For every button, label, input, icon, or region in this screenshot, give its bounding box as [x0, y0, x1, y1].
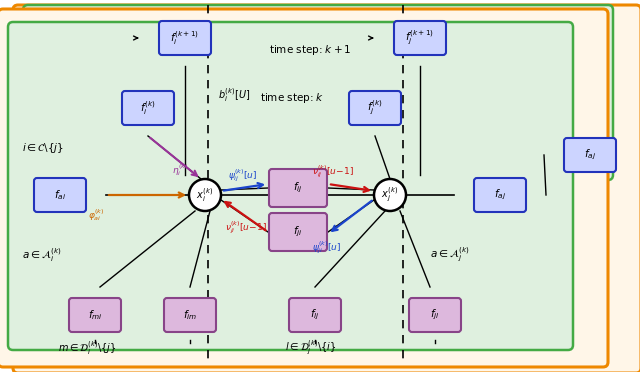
Text: $f_{im}$: $f_{im}$	[183, 308, 197, 322]
Circle shape	[374, 179, 406, 211]
Text: $\psi_{ji}^{(k)}[u]$: $\psi_{ji}^{(k)}[u]$	[312, 240, 341, 256]
Text: $b_i^{(k)}[U]$: $b_i^{(k)}[U]$	[218, 86, 250, 104]
Text: time step: $k$: time step: $k$	[260, 91, 324, 105]
Text: $f_{ai}$: $f_{ai}$	[54, 188, 66, 202]
Text: $\varphi_{ai}^{(k)}$: $\varphi_{ai}^{(k)}$	[88, 207, 104, 223]
Text: $l \in \mathcal{D}_j^{(k)}\backslash\{i\}$: $l \in \mathcal{D}_j^{(k)}\backslash\{i\…	[285, 339, 337, 357]
Text: $x_j^{(k)}$: $x_j^{(k)}$	[381, 186, 399, 204]
FancyBboxPatch shape	[0, 9, 608, 367]
Text: $f_{ji}$: $f_{ji}$	[293, 225, 303, 239]
FancyBboxPatch shape	[474, 178, 526, 212]
Circle shape	[189, 179, 221, 211]
Text: $f_{aj}$: $f_{aj}$	[584, 148, 596, 162]
Text: $f_j^{(k)}$: $f_j^{(k)}$	[367, 99, 383, 117]
Text: $a \in \mathcal{A}_i^{(k)}$: $a \in \mathcal{A}_i^{(k)}$	[22, 246, 61, 264]
FancyBboxPatch shape	[564, 138, 616, 172]
FancyBboxPatch shape	[122, 91, 174, 125]
FancyBboxPatch shape	[34, 178, 86, 212]
Text: $f_j^{(k+1)}$: $f_j^{(k+1)}$	[405, 29, 435, 47]
Text: $f_{aj}$: $f_{aj}$	[494, 188, 506, 202]
FancyBboxPatch shape	[269, 169, 327, 207]
Text: $i \in \mathcal{C}\backslash\{j\}$: $i \in \mathcal{C}\backslash\{j\}$	[22, 141, 64, 155]
Text: time step: $k+1$: time step: $k+1$	[269, 43, 351, 57]
FancyBboxPatch shape	[394, 21, 446, 55]
FancyBboxPatch shape	[69, 298, 121, 332]
Text: $x_i^{(k)}$: $x_i^{(k)}$	[196, 186, 214, 204]
FancyBboxPatch shape	[289, 298, 341, 332]
Text: $\psi_{ij}^{(k)}[u]$: $\psi_{ij}^{(k)}[u]$	[228, 168, 257, 184]
Text: $\nu_{ji}^{(k)}[u\!-\!1]$: $\nu_{ji}^{(k)}[u\!-\!1]$	[225, 220, 267, 236]
Text: $f_{jl}$: $f_{jl}$	[430, 308, 440, 322]
Text: $f_{mi}$: $f_{mi}$	[88, 308, 102, 322]
FancyBboxPatch shape	[164, 298, 216, 332]
FancyBboxPatch shape	[13, 5, 640, 372]
Text: $f_i^{(k+1)}$: $f_i^{(k+1)}$	[170, 29, 200, 47]
Text: $\nu_{ij}^{(k)}[u\!-\!1]$: $\nu_{ij}^{(k)}[u\!-\!1]$	[312, 164, 354, 180]
FancyBboxPatch shape	[409, 298, 461, 332]
Text: $f_{ij}$: $f_{ij}$	[293, 181, 303, 195]
FancyBboxPatch shape	[269, 213, 327, 251]
FancyBboxPatch shape	[159, 21, 211, 55]
Text: $f_i^{(k)}$: $f_i^{(k)}$	[140, 99, 156, 117]
FancyBboxPatch shape	[8, 22, 573, 350]
FancyBboxPatch shape	[349, 91, 401, 125]
FancyBboxPatch shape	[23, 5, 613, 180]
Text: $\eta_i^{(k)}$: $\eta_i^{(k)}$	[172, 162, 188, 178]
Text: $a \in \mathcal{A}_j^{(k)}$: $a \in \mathcal{A}_j^{(k)}$	[430, 246, 470, 264]
Text: $f_{lj}$: $f_{lj}$	[310, 308, 320, 322]
Text: $m \in \mathcal{D}_i^{(k)}\backslash\{j\}$: $m \in \mathcal{D}_i^{(k)}\backslash\{j\…	[58, 339, 116, 357]
